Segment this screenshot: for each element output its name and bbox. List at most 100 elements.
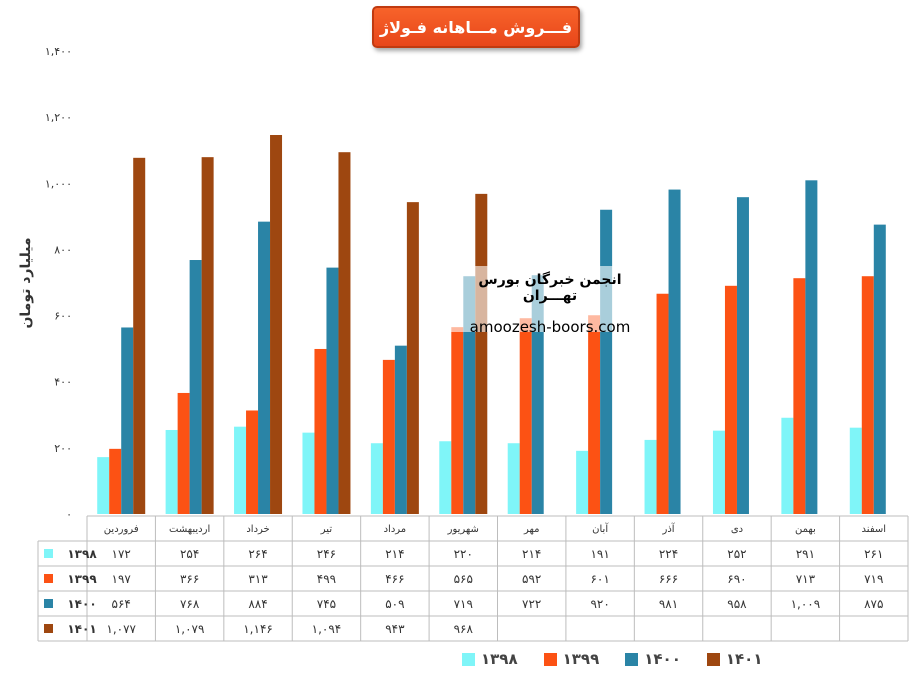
bar-4-5 [406,202,419,515]
data-cell: ۸۷۵ [864,597,883,611]
data-cell: ۶۶۶ [659,572,678,586]
bar-3-10 [736,197,749,514]
y-tick-label: ۱,۲۰۰ [45,111,72,124]
data-cell: ۲۱۴ [522,547,541,561]
bar-2-11 [793,278,806,514]
legend-swatch [462,652,475,666]
row-swatch [44,574,53,583]
row-label: ۱۳۹۸ [67,547,97,561]
data-cell: ۱,۰۷۷ [106,622,136,636]
chart-title: فـــروش مـــاهانه فـولاژ [372,6,580,48]
data-cell: ۱,۰۰۹ [791,597,821,611]
bar-1-11 [781,417,794,514]
bar-4-2 [201,157,214,514]
bar-1-1 [97,457,110,514]
bar-1-3 [234,426,247,514]
bar-1-12 [849,427,862,514]
category-label: تیر [320,524,333,535]
bar-3-3 [258,221,271,515]
data-cell: ۷۱۹ [454,597,473,611]
data-cell: ۲۲۰ [454,547,473,561]
data-cell: ۵۶۴ [112,597,131,611]
y-tick-label: ۲۰۰ [54,442,72,455]
data-cell: ۵۶۵ [454,572,473,586]
data-cell: ۹۴۳ [385,622,405,636]
watermark-url: amoozesh-boors.com [469,318,631,336]
category-label: آذر [662,522,676,535]
data-cell: ۹۸۱ [659,597,678,611]
data-cell: ۷۶۸ [180,597,200,611]
bar-2-9 [656,293,669,514]
bar-2-1 [109,448,122,514]
category-label: دی [731,524,743,535]
data-cell: ۷۱۳ [796,572,816,586]
data-cell: ۱,۰۷۹ [175,622,205,636]
y-tick-label: ۰ [66,508,72,521]
bar-1-2 [165,429,178,514]
bar-2-4 [314,348,327,514]
bar-4-6 [475,193,488,514]
data-cell: ۹۵۸ [727,597,747,611]
y-tick-label: ۴۰۰ [54,376,72,389]
legend-label: ۱۴۰۰ [644,650,681,668]
data-cell: ۸۸۴ [248,597,267,611]
watermark-org-name: انجمن خبرگان بورس تهـــران [478,272,622,304]
data-cell: ۷۴۵ [317,597,336,611]
legend-label: ۱۳۹۹ [562,650,600,668]
bar-3-7 [531,275,544,514]
category-label: مهر [523,524,539,535]
legend-item: ۱۳۹۸ [462,650,518,668]
data-cell: ۲۵۴ [180,547,199,561]
legend-swatch [625,652,639,666]
data-cell: ۲۹۱ [796,547,815,561]
data-cell: ۴۹۹ [317,572,336,586]
bar-1-8 [576,450,589,514]
y-tick-label: ۱,۰۰۰ [45,177,72,190]
row-swatch [44,599,53,608]
bar-2-2 [177,392,190,514]
bar-3-5 [394,345,407,514]
bar-1-6 [439,441,452,514]
bar-2-10 [724,285,737,514]
category-label: اسفند [862,524,886,535]
legend: ۱۳۹۸ ۱۳۹۹ ۱۴۰۰ ۱۴۰۱ [462,650,763,668]
bar-3-4 [326,267,339,514]
bar-4-3 [270,135,283,514]
legend-item: ۱۳۹۹ [543,650,600,668]
bar-3-2 [189,260,202,514]
data-cell: ۳۶۶ [180,572,199,586]
y-axis-label: میلیارد تومان [18,237,34,328]
legend-swatch [706,652,720,666]
bar-2-5 [382,359,395,514]
data-cell: ۱,۱۴۶ [243,622,273,636]
row-label: ۱۴۰۱ [67,622,96,636]
row-swatch [44,549,53,558]
category-label: خرداد [246,524,269,535]
row-label: ۱۴۰۰ [67,597,96,611]
data-cell: ۲۲۴ [659,547,678,561]
bar-2-7 [519,318,532,514]
data-cell: ۵۹۲ [522,572,541,586]
bar-2-6 [451,327,464,514]
data-cell: ۱۷۲ [112,547,131,561]
data-cell: ۲۱۴ [385,547,404,561]
legend-item: ۱۴۰۰ [625,650,681,668]
data-cell: ۲۵۲ [727,547,746,561]
bar-2-12 [861,276,874,514]
data-cell: ۱۹۷ [112,572,132,586]
data-cell: ۵۰۹ [385,597,404,611]
data-cell: ۹۶۸ [454,622,474,636]
y-tick-label: ۸۰۰ [54,243,72,256]
bar-4-4 [338,152,351,514]
row-label: ۱۳۹۹ [67,572,97,586]
y-tick-label: ۱,۴۰۰ [45,45,72,58]
bar-3-11 [805,180,818,515]
legend-item: ۱۴۰۱ [706,650,763,668]
category-label: مرداد [384,524,407,535]
legend-label: ۱۴۰۱ [725,650,763,668]
bar-2-3 [246,410,259,514]
bar-1-9 [644,439,657,514]
bar-2-8 [588,315,601,514]
y-tick-label: ۶۰۰ [54,310,72,323]
